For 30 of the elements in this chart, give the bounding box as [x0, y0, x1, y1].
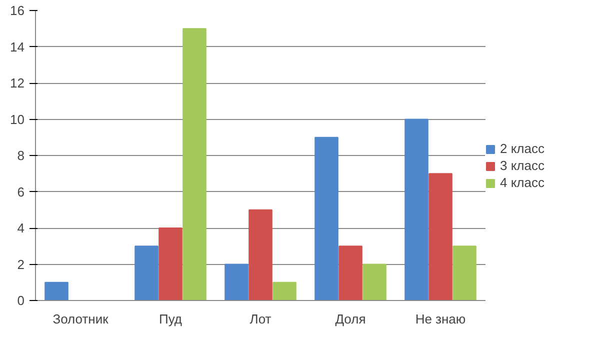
y-tick-label: 8: [17, 148, 25, 163]
bar: [338, 246, 362, 300]
bar: [314, 136, 338, 300]
legend-label: 3 класс: [500, 158, 544, 173]
x-tick-label: Золотник: [52, 312, 109, 326]
bar: [248, 209, 272, 300]
x-tick-label: Лот: [250, 312, 272, 326]
bar: [224, 264, 248, 300]
y-tick-label: 4: [17, 220, 25, 236]
bar: [134, 246, 158, 300]
x-tick-label: Пуд: [159, 312, 182, 326]
y-tick-label: 2: [17, 256, 25, 272]
y-tick-label: 6: [17, 184, 25, 200]
legend-label: 4 класс: [500, 175, 544, 190]
bar: [272, 282, 296, 300]
bar: [452, 246, 476, 300]
bar: [404, 118, 428, 300]
x-tick-label: Не знаю: [415, 312, 466, 326]
legend-label: 2 класс: [500, 141, 544, 156]
bar: [158, 228, 182, 300]
y-tick-label: 10: [10, 112, 25, 127]
x-tick-label: Доля: [335, 312, 366, 326]
bar: [44, 282, 68, 300]
y-tick-label: 0: [17, 293, 25, 308]
y-tick-label: 12: [10, 76, 25, 90]
bar: [182, 28, 206, 300]
bar: [428, 173, 452, 300]
y-tick-label: 16: [10, 3, 25, 18]
y-tick-label: 14: [10, 39, 25, 54]
bar: [362, 264, 386, 300]
